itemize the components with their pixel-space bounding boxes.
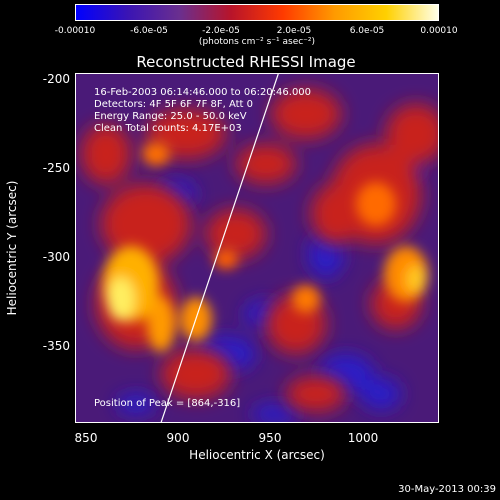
image-dark-blob [116,394,156,414]
rhessi-image: 16-Feb-2003 06:14:46.000 to 06:20:46.000… [75,73,439,423]
colorbar-tick: 6.0e-05 [349,26,385,36]
y-tick-label: -200 [42,72,70,86]
x-tick-label: 850 [74,431,98,445]
y-tick-label: -250 [42,161,70,175]
colorbar [75,4,439,21]
colorbar-tick: 0.00010 [420,26,458,36]
rhessi-image-canvas [76,74,438,422]
x-tick-label: 900 [166,431,190,445]
annotation-time: 16-Feb-2003 06:14:46.000 to 06:20:46.000 [94,87,312,98]
x-tick-label: 950 [258,431,282,445]
image-dark-blob [361,378,401,410]
image-red-blob [236,144,296,184]
image-red-blob [311,184,361,244]
image-title: Reconstructed RHESSI Image [136,53,356,71]
colorbar-tick: 2.0e-05 [276,26,312,36]
image-hot-blob [107,277,135,321]
annotation-counts: Clean Total counts: 4.17E+03 [94,123,242,134]
image-hot-blob [214,249,238,269]
x-tick-label: 1000 [347,431,379,445]
image-hot-blob [356,182,396,226]
colorbar-tick: -6.0e-05 [130,26,168,36]
colorbar-tick: -0.00010 [54,26,96,36]
x-axis-label: Heliocentric X (arcsec) [189,448,325,462]
image-hot-blob [292,285,320,313]
image-dark-blob [251,404,301,422]
annotation-detectors: Detectors: 4F 5F 6F 7F 8F, Att 0 [94,99,254,110]
image-hot-blob [147,296,175,352]
image-red-blob [286,376,346,412]
image-red-blob [386,104,438,164]
annotation-energy: Energy Range: 25.0 - 50.0 keV [94,111,247,122]
colorbar-tick: -2.0e-05 [202,26,240,36]
image-red-blob [101,184,191,264]
solar-limb-line [160,74,279,422]
image-red-blob [271,89,341,139]
image-red-blob [161,349,231,399]
y-tick-label: -350 [42,339,70,353]
annotation-peak: Position of Peak = [864,-316] [94,398,241,409]
image-hot-blob [142,142,170,166]
footer-date: 30-May-2013 00:39 [398,484,496,495]
y-tick-label: -300 [42,250,70,264]
image-hot-blobs [103,142,428,352]
image-hot-blob [406,265,426,293]
y-axis-label: Heliocentric Y (arcsec) [5,180,19,316]
colorbar-unit-label: (photons cm⁻² s⁻¹ asec⁻²) [198,37,316,47]
image-red-blob [81,124,131,184]
image-red-blob [206,209,266,259]
